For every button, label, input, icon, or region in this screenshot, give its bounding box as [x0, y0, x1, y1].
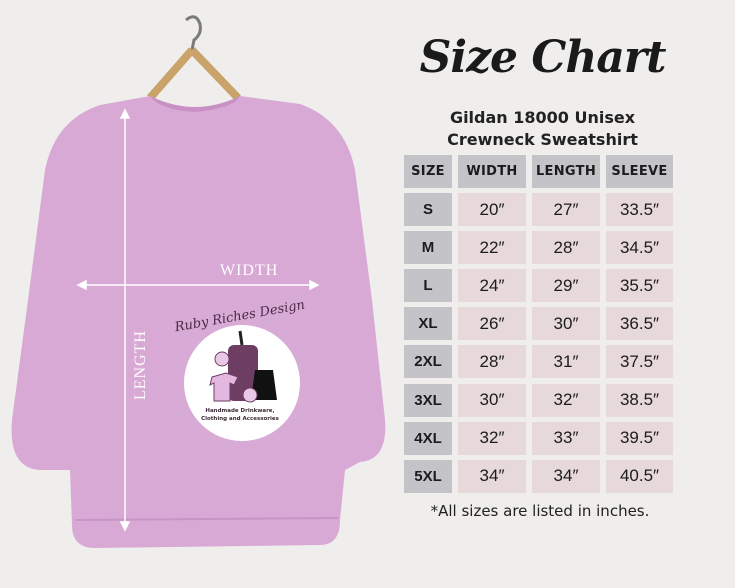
- brand-tagline: Handmade Drinkware, Clothing and Accesso…: [201, 408, 279, 422]
- measurement-cell: 34″: [458, 459, 526, 493]
- measurement-cell: 31″: [532, 345, 600, 379]
- subtitle-line1: Gildan 18000 Unisex: [449, 108, 636, 127]
- measurement-cell: 26″: [458, 307, 526, 341]
- measurement-cell: 33″: [532, 421, 600, 455]
- size-cell: XL: [404, 307, 452, 341]
- measurement-cell: 34″: [532, 459, 600, 493]
- measurement-cell: 20″: [458, 193, 526, 226]
- size-cell: 4XL: [404, 421, 452, 455]
- measurement-cell: 30″: [458, 383, 526, 417]
- measurement-arrows: [76, 108, 320, 532]
- column-header: SLEEVE: [606, 155, 673, 188]
- measurement-cell: 28″: [532, 231, 600, 265]
- brand-logo: Ruby Riches Design Handmade Drinkware, C…: [160, 295, 320, 445]
- measurement-cell: 36.5″: [606, 307, 673, 341]
- length-label: LENGTH: [132, 330, 149, 400]
- measurement-cell: 40.5″: [606, 459, 673, 493]
- measurement-cell: 30″: [532, 307, 600, 341]
- footnote: *All sizes are listed in inches.: [430, 502, 650, 520]
- measurement-cell: 32″: [532, 383, 600, 417]
- subtitle-line2: Crewneck Sweatshirt: [447, 130, 638, 149]
- size-cell: 5XL: [404, 459, 452, 493]
- size-cell: M: [404, 231, 452, 265]
- column-header: SIZE: [404, 155, 452, 188]
- measurement-cell: 33.5″: [606, 193, 673, 226]
- measurement-cell: 34.5″: [606, 231, 673, 265]
- width-label: WIDTH: [220, 262, 279, 279]
- size-cell: 2XL: [404, 345, 452, 379]
- hanger-icon: [146, 15, 241, 101]
- column-header: WIDTH: [458, 155, 526, 188]
- measurement-cell: 38.5″: [606, 383, 673, 417]
- measurement-cell: 37.5″: [606, 345, 673, 379]
- page-title: Size Chart: [419, 32, 667, 83]
- measurement-cell: 29″: [532, 269, 600, 303]
- column-header: LENGTH: [532, 155, 600, 188]
- measurement-cell: 27″: [532, 193, 600, 226]
- measurement-cell: 35.5″: [606, 269, 673, 303]
- measurement-cell: 24″: [458, 269, 526, 303]
- measurement-cell: 39.5″: [606, 421, 673, 455]
- size-cell: S: [404, 193, 452, 226]
- measurement-cell: 32″: [458, 421, 526, 455]
- measurement-cell: 22″: [458, 231, 526, 265]
- measurement-cell: 28″: [458, 345, 526, 379]
- size-cell: L: [404, 269, 452, 303]
- size-cell: 3XL: [404, 383, 452, 417]
